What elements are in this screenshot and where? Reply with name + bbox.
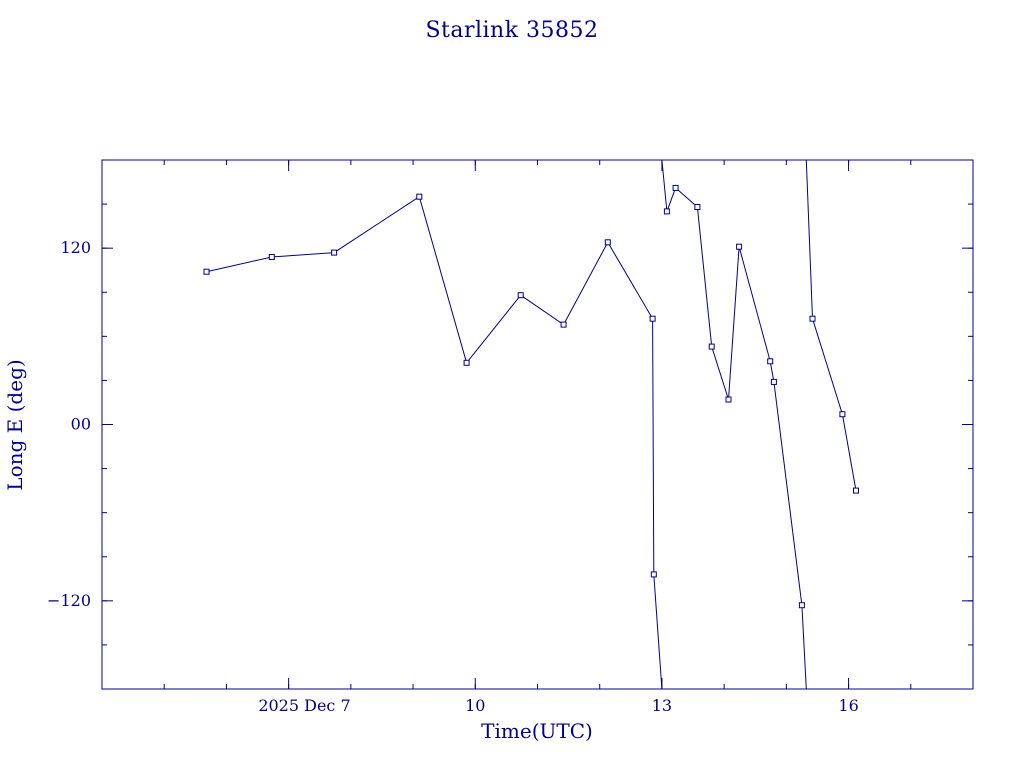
y-tick-label: −120	[47, 591, 91, 610]
data-point-marker	[268, 254, 275, 260]
data-point-marker	[663, 208, 670, 215]
y-tick-label: 00	[71, 415, 91, 434]
data-point-marker	[839, 411, 846, 418]
data-point-marker	[331, 249, 338, 256]
x-tick-label: 13	[652, 696, 672, 715]
data-point-marker	[725, 396, 732, 403]
series-line-3	[805, 159, 857, 491]
data-point-marker	[560, 321, 567, 328]
data-point-marker	[798, 602, 805, 609]
series-lines	[206, 159, 857, 690]
data-point-marker	[767, 358, 774, 365]
data-point-marker	[203, 268, 210, 275]
data-point-marker	[463, 359, 470, 366]
data-point-marker	[853, 487, 859, 494]
y-tick-label: 120	[60, 238, 91, 257]
x-axis-label: Time(UTC)	[481, 719, 593, 743]
minor-ticks	[101, 160, 974, 689]
series-line-1	[206, 195, 663, 690]
series-line-2	[661, 159, 807, 690]
data-point-marker	[650, 571, 657, 578]
data-point-marker	[770, 378, 777, 385]
data-point-marker	[809, 315, 816, 322]
data-point-marker	[416, 193, 423, 200]
x-tick-label: 10	[465, 696, 485, 715]
plot-frame	[101, 159, 974, 690]
data-point-marker	[604, 239, 611, 246]
x-tick-label: 16	[838, 696, 858, 715]
y-axis-label: Long E (deg)	[3, 359, 27, 490]
data-point-marker	[694, 204, 701, 210]
data-point-marker	[736, 243, 743, 250]
data-point-marker	[649, 315, 656, 322]
tick-labels: 2025 Dec 7 10 13 16 120 00 −120	[47, 238, 859, 715]
series-markers	[203, 184, 859, 609]
data-point-marker	[672, 184, 679, 191]
chart-title: Starlink 35852	[425, 18, 598, 43]
x-tick-label: 2025 Dec 7	[258, 696, 350, 715]
major-ticks	[102, 160, 973, 689]
data-point-marker	[708, 343, 715, 350]
data-point-marker	[517, 292, 524, 299]
